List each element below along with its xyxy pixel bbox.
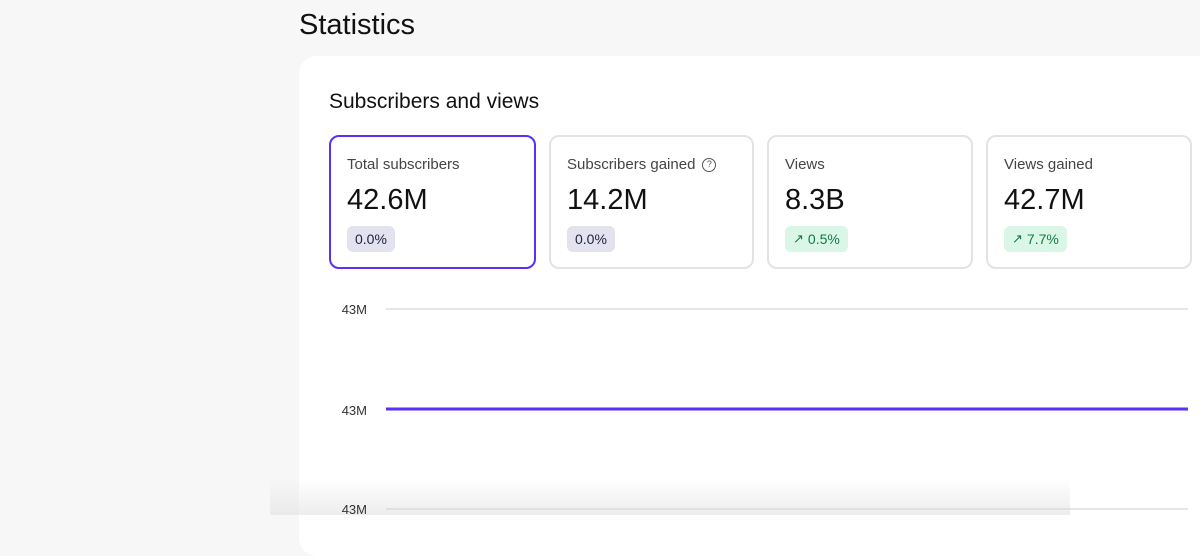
- stat-value: 42.7M: [1004, 184, 1085, 216]
- stat-card-views-gained[interactable]: Views gained 42.7M ↗ 7.7%: [986, 135, 1192, 269]
- stat-label-row: Views: [785, 155, 825, 175]
- stat-card-views[interactable]: Views 8.3B ↗ 0.5%: [767, 135, 973, 269]
- change-badge: ↗ 0.5%: [785, 226, 848, 252]
- stat-label: Subscribers gained: [567, 156, 696, 173]
- stat-card-total-subscribers[interactable]: Total subscribers 42.6M 0.0%: [329, 135, 536, 269]
- stat-label-row: Total subscribers: [347, 155, 460, 175]
- stat-label: Total subscribers: [347, 156, 460, 173]
- change-value: 0.5%: [807, 231, 840, 247]
- stat-value: 14.2M: [567, 184, 648, 216]
- stat-label: Views gained: [1004, 156, 1093, 173]
- change-badge: ↗ 7.7%: [1004, 226, 1067, 252]
- stat-value: 42.6M: [347, 184, 428, 216]
- stat-card-subscribers-gained[interactable]: Subscribers gained? 14.2M 0.0%: [549, 135, 754, 269]
- question-circle-icon[interactable]: ?: [702, 158, 717, 172]
- stat-label: Views: [785, 156, 825, 173]
- stat-label-row: Subscribers gained?: [567, 155, 717, 175]
- change-badge: 0.0%: [347, 226, 395, 252]
- stat-label-row: Views gained: [1004, 155, 1093, 175]
- page-title: Statistics: [299, 9, 416, 41]
- stat-value: 8.3B: [785, 184, 845, 216]
- arrow-up-right-icon: ↗: [793, 231, 804, 246]
- panel-title: Subscribers and views: [329, 90, 540, 113]
- change-badge: 0.0%: [567, 226, 615, 252]
- change-value: 7.7%: [1026, 231, 1059, 247]
- bottom-shadow: [270, 478, 1070, 515]
- change-value: 0.0%: [355, 231, 387, 247]
- arrow-up-right-icon: ↗: [1012, 231, 1023, 246]
- change-value: 0.0%: [575, 231, 607, 247]
